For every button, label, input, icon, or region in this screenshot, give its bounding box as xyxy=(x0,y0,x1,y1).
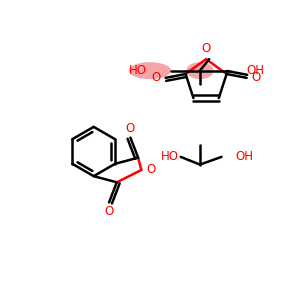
Text: O: O xyxy=(104,205,114,218)
Ellipse shape xyxy=(129,62,171,79)
Text: O: O xyxy=(126,122,135,135)
Text: OH: OH xyxy=(236,150,253,164)
Ellipse shape xyxy=(187,62,213,79)
Text: O: O xyxy=(251,71,260,84)
Text: HO: HO xyxy=(129,64,147,77)
Text: O: O xyxy=(202,42,211,55)
Text: HO: HO xyxy=(161,150,179,164)
Text: OH: OH xyxy=(246,64,264,77)
Text: O: O xyxy=(146,164,155,176)
Text: O: O xyxy=(152,71,161,84)
